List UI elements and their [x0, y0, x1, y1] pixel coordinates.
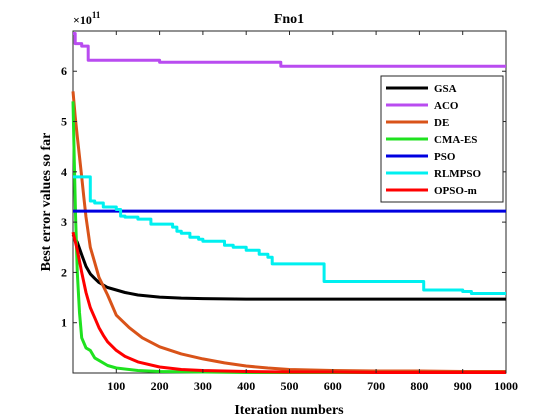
y-tick-label: 1: [61, 316, 67, 330]
x-tick-label: 700: [367, 379, 385, 393]
x-tick-label: 600: [324, 379, 342, 393]
y-tick-label: 2: [61, 265, 67, 279]
chart-title: Fno1: [274, 12, 304, 27]
legend-label-pso: PSO: [434, 151, 456, 163]
x-tick-label: 900: [454, 379, 472, 393]
y-tick-label: 3: [61, 215, 67, 229]
x-tick-label: 100: [107, 379, 125, 393]
legend: GSA ACO DE CMA-ES PSO RLMPSO OPSO-m: [380, 75, 504, 203]
y-tick-label: 4: [61, 165, 67, 179]
series-line-opso-m: [71, 231, 506, 374]
x-tick-label: 1000: [494, 379, 518, 393]
x-tick-label: 200: [151, 379, 169, 393]
series-line-gsa: [71, 233, 506, 301]
x-tick-label: 800: [410, 379, 428, 393]
legend-label-gsa: GSA: [434, 83, 457, 95]
x-tick-label: 400: [237, 379, 255, 393]
series-line-aco: [73, 32, 506, 68]
series-line-de: [71, 91, 506, 373]
y-exponent-label: ×1011: [73, 10, 101, 27]
y-axis-label: Best error values so far: [39, 133, 54, 272]
x-axis-label: Iteration numbers: [234, 403, 344, 418]
legend-label-rlmpso: RLMPSO: [434, 168, 482, 180]
legend-label-cma-es: CMA-ES: [434, 134, 477, 146]
series-layer: [71, 32, 506, 374]
legend-label-aco: ACO: [434, 100, 459, 112]
legend-label-de: DE: [434, 117, 449, 129]
tick-layer: 100 200 300 400 500 600 700 800 900 1000 1 2 3 4 5 6: [61, 31, 518, 393]
x-tick-label: 300: [194, 379, 212, 393]
legend-label-opso-m: OPSO-m: [434, 185, 477, 197]
y-exponent-base: ×10: [73, 13, 92, 27]
y-tick-label: 5: [61, 115, 67, 129]
legend-items: GSA ACO DE CMA-ES PSO RLMPSO OPSO-m: [386, 83, 482, 197]
y-tick-label: 6: [61, 64, 67, 78]
series-line-rlmpso: [73, 175, 506, 295]
legend-box: [380, 75, 504, 203]
y-exponent-power: 11: [92, 10, 101, 20]
x-tick-label: 500: [281, 379, 299, 393]
